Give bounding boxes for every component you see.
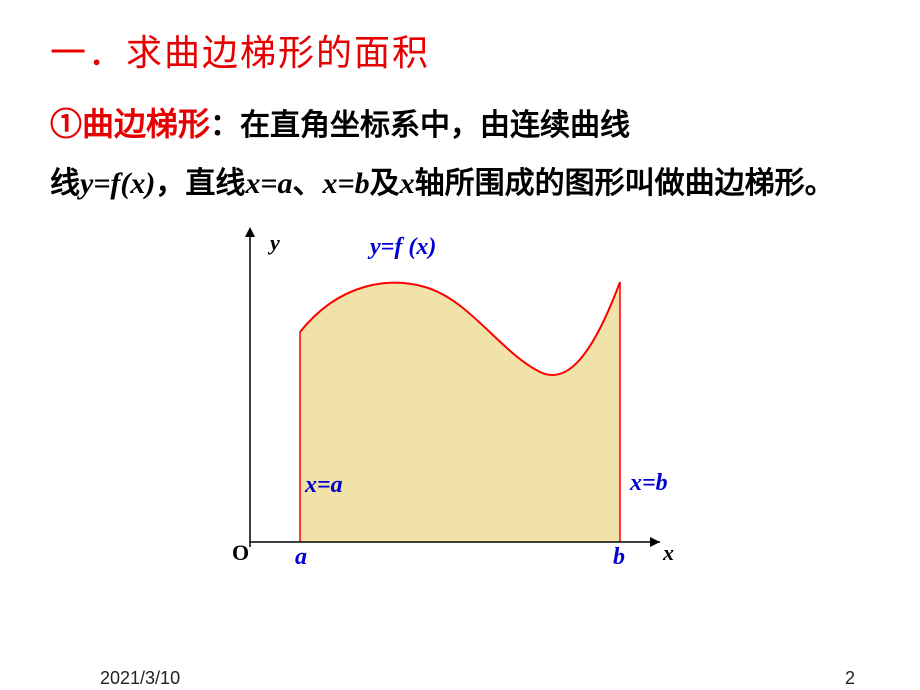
def-colon: ：: [210, 109, 240, 142]
def-comma1: ，直线: [155, 167, 245, 200]
y-axis-label: y: [270, 230, 280, 256]
b-label: b: [613, 544, 625, 571]
def-sep: 、: [293, 167, 323, 200]
footer-page: 2: [845, 668, 855, 689]
def-text2: 及: [370, 167, 400, 200]
section-title: 一．求曲边梯形的面积: [50, 24, 870, 76]
curve-label-text: y=f (x): [370, 234, 436, 260]
a-label: a: [295, 544, 307, 571]
diagram-container: y y=f (x) x=a x=b O a b x: [220, 222, 720, 572]
x-axis-label: x: [663, 540, 674, 566]
right-line-label: x=b: [630, 470, 668, 497]
def-eq1-pre: 线: [50, 167, 80, 200]
left-line-label: x=a: [305, 472, 343, 499]
slide-container: 一．求曲边梯形的面积 ①曲边梯形：在直角坐标系中，由连续曲线线y=f(x)，直线…: [0, 0, 920, 572]
def-eq4: x: [400, 167, 415, 200]
def-text3: 轴所围成的图形叫做曲边梯形。: [415, 167, 835, 200]
def-eq1x: (x): [120, 167, 155, 200]
origin-label: O: [232, 540, 249, 566]
def-eq1y: y=f: [80, 167, 120, 200]
title-prefix: 一．: [50, 33, 126, 73]
trapezoid-diagram: [220, 222, 720, 572]
def-term: 曲边梯形: [82, 106, 210, 142]
def-eq3: x=b: [323, 167, 370, 200]
definition-text: ①曲边梯形：在直角坐标系中，由连续曲线线y=f(x)，直线x=a、x=b及x轴所…: [50, 94, 870, 212]
title-main: 求曲边梯形的面积: [126, 33, 430, 73]
def-text1: 在直角坐标系中，由连续曲线: [240, 109, 630, 142]
footer-date: 2021/3/10: [100, 668, 180, 689]
def-number: ①: [50, 106, 82, 142]
def-eq2: x=a: [245, 167, 292, 200]
curve-label: y=f (x): [370, 234, 436, 261]
